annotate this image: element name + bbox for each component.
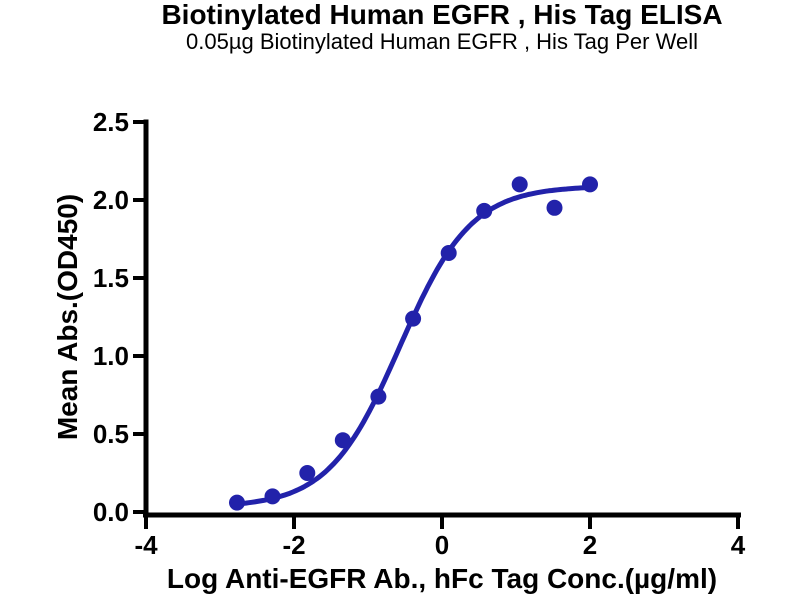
data-point <box>546 199 563 216</box>
chart-title: Biotinylated Human EGFR , His Tag ELISA <box>161 0 723 30</box>
x-tick-label: -2 <box>282 530 305 560</box>
y-axis-label: Mean Abs.(OD450) <box>52 193 83 441</box>
y-tick-label: 2.0 <box>93 185 129 215</box>
data-point <box>229 494 245 511</box>
y-tick-label: 1.0 <box>93 341 129 371</box>
data-point <box>299 465 316 481</box>
data-point <box>370 388 387 405</box>
data-point <box>334 432 351 449</box>
y-tick-label: 0.0 <box>93 497 129 527</box>
y-tick-label: 2.5 <box>93 107 129 137</box>
data-point <box>511 176 528 193</box>
data-point <box>264 488 281 505</box>
fit-curve <box>234 185 593 507</box>
x-axis-label: Log Anti-EGFR Ab., hFc Tag Conc.(µg/ml) <box>166 563 718 594</box>
y-tick-label: 0.5 <box>93 419 129 449</box>
data-point <box>476 202 493 219</box>
x-tick-label: 0 <box>435 530 449 560</box>
data-point <box>440 245 457 261</box>
y-tick-label: 1.5 <box>93 263 129 293</box>
data-point <box>405 310 422 327</box>
x-tick-label: 2 <box>583 530 597 560</box>
x-tick-label: -4 <box>134 530 158 560</box>
data-point <box>582 176 598 193</box>
chart-subtitle: 0.05µg Biotinylated Human EGFR , His Tag… <box>186 29 698 54</box>
x-tick-label: 4 <box>731 530 746 560</box>
